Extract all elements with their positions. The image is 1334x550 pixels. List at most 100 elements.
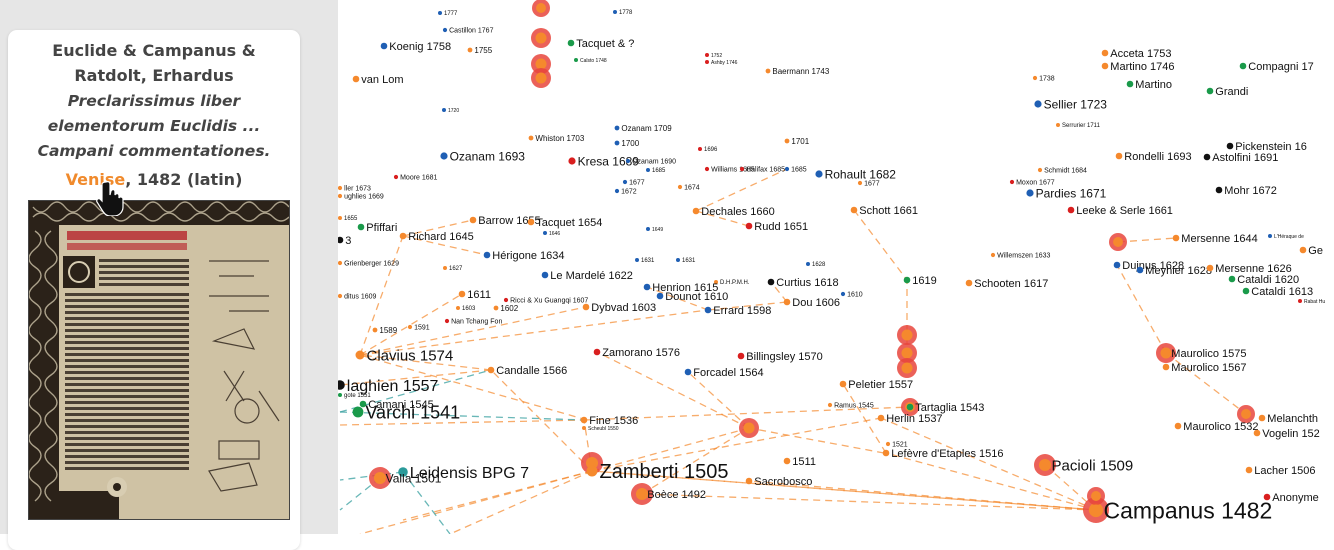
node-dot[interactable] xyxy=(737,352,745,360)
graph-node[interactable]: 1511 xyxy=(783,456,816,468)
genealogy-graph[interactable]: 1777 1778 Castillon 1767 Koenig 1758 1755 Tac… xyxy=(338,0,1334,534)
node-dot[interactable] xyxy=(438,11,442,15)
node-label[interactable]: Le Mardelé 1622 xyxy=(550,270,633,282)
node-label[interactable]: Cataldi 1613 xyxy=(1251,286,1313,298)
graph-node[interactable]: Herlin 1537 xyxy=(877,413,943,425)
node-dot[interactable] xyxy=(705,53,709,57)
node-dot[interactable] xyxy=(338,393,342,397)
graph-node[interactable]: Koenig 1758 xyxy=(380,41,451,53)
graph-node[interactable]: Ozanam 1690 xyxy=(625,159,676,166)
node-dot[interactable] xyxy=(1253,429,1261,437)
node-dot[interactable] xyxy=(338,260,343,266)
node-dot[interactable] xyxy=(965,279,973,287)
node-label[interactable]: 1674 xyxy=(684,185,700,192)
graph-node[interactable]: Nan Tchang Fon xyxy=(444,319,503,326)
node-label[interactable]: Ricci & Xu Guangqi 1607 xyxy=(510,298,588,305)
graph-node[interactable]: 1589 xyxy=(372,326,398,335)
graph-node[interactable]: Pickenstein 16 xyxy=(1226,141,1307,153)
node-label[interactable]: Schmidt 1684 xyxy=(1044,168,1087,175)
node-dot[interactable] xyxy=(398,467,408,477)
node-dot[interactable] xyxy=(839,380,847,388)
node-dot[interactable] xyxy=(885,441,891,447)
graph-node[interactable]: Serrurier 1711 xyxy=(1056,123,1101,129)
node-label[interactable]: 1649 xyxy=(652,227,663,233)
node-dot[interactable] xyxy=(1090,504,1102,516)
graph-node[interactable]: Dounot 1610 xyxy=(656,291,729,303)
graph-node[interactable]: Moxon 1677 xyxy=(1009,180,1055,187)
graph-node[interactable]: Cataldi 1613 xyxy=(1242,286,1313,298)
graph-node[interactable]: Pardies 1671 xyxy=(1026,186,1107,200)
graph-node[interactable]: Willemszen 1633 xyxy=(990,253,1051,260)
node-label[interactable]: 1619 xyxy=(912,275,936,287)
node-dot[interactable] xyxy=(1067,206,1075,214)
node-dot[interactable] xyxy=(527,218,535,226)
node-label[interactable]: Sacrobosco xyxy=(754,476,812,488)
node-dot[interactable] xyxy=(1113,261,1121,269)
node-label[interactable]: 1627 xyxy=(449,266,463,272)
node-label[interactable]: Rondelli 1693 xyxy=(1124,151,1191,163)
graph-node[interactable]: 1677 xyxy=(622,180,645,187)
node-label[interactable]: 1628 xyxy=(812,262,826,268)
graph-node[interactable]: 1591 xyxy=(407,325,430,332)
node-label[interactable]: Pickenstein 16 xyxy=(1235,141,1307,153)
node-label[interactable]: Richard 1645 xyxy=(408,231,473,243)
graph-node[interactable]: Pfiffari xyxy=(357,222,398,234)
graph-node[interactable]: Leeke & Serle 1661 xyxy=(1067,205,1173,217)
node-label[interactable]: Rohault 1682 xyxy=(825,167,897,181)
graph-node[interactable]: ditus 1609 xyxy=(338,294,377,301)
manuscript-page-image[interactable] xyxy=(28,200,290,520)
graph-node[interactable]: Le Mardelé 1622 xyxy=(541,270,633,282)
graph-node[interactable]: Scheubl 1550 xyxy=(582,426,619,432)
node-dot[interactable] xyxy=(1162,349,1170,357)
node-label[interactable]: Dounot 1610 xyxy=(665,291,728,303)
node-dot[interactable] xyxy=(1034,100,1042,108)
node-dot[interactable] xyxy=(705,60,709,64)
node-label[interactable]: Cataldi 1620 xyxy=(1237,274,1299,286)
node-dot[interactable] xyxy=(503,297,509,303)
node-label[interactable]: Lefèvre d'Etaples 1516 xyxy=(891,448,1003,460)
node-label[interactable]: 1677 xyxy=(629,180,645,187)
node-dot[interactable] xyxy=(372,327,378,333)
node-label[interactable]: 1589 xyxy=(379,326,397,335)
node-dot[interactable] xyxy=(815,170,823,178)
node-dot[interactable] xyxy=(783,298,791,306)
graph-node[interactable]: 1685 xyxy=(784,167,807,174)
node-dot[interactable] xyxy=(1203,153,1211,161)
node-dot[interactable] xyxy=(1172,234,1180,242)
node-dot[interactable] xyxy=(568,157,576,165)
node-label[interactable]: Grandi xyxy=(1215,86,1248,98)
node-dot[interactable] xyxy=(352,406,364,418)
graph-node[interactable]: Tartaglia 1543 xyxy=(906,402,985,414)
node-dot[interactable] xyxy=(376,474,384,482)
graph-node[interactable]: 1610 xyxy=(840,292,863,299)
graph-node[interactable]: 1627 xyxy=(443,266,463,272)
node-label[interactable]: 1602 xyxy=(500,304,518,313)
graph-node[interactable]: Whiston 1703 xyxy=(528,134,585,143)
node-label[interactable]: Leeke & Serle 1661 xyxy=(1076,205,1173,217)
graph-node[interactable]: Mersenne 1644 xyxy=(1172,233,1258,245)
node-label[interactable]: 1752 xyxy=(711,53,722,59)
node-label[interactable]: Ozanam 1709 xyxy=(621,124,672,133)
node-dot[interactable] xyxy=(1115,152,1123,160)
node-dot[interactable] xyxy=(543,231,547,235)
graph-node[interactable]: Ashby 1746 xyxy=(705,60,738,66)
node-dot[interactable] xyxy=(399,232,407,240)
node-label[interactable]: 1610 xyxy=(847,292,863,299)
graph-node[interactable]: Ramus 1545 xyxy=(827,403,874,410)
node-label[interactable]: van Lom xyxy=(361,74,403,86)
graph-node[interactable]: Mersenne 1626 xyxy=(1206,263,1292,275)
graph-node[interactable]: Tacquet 1654 xyxy=(527,217,603,229)
node-dot[interactable] xyxy=(1126,80,1134,88)
node-label[interactable]: 1672 xyxy=(621,189,637,196)
node-label[interactable]: Grienberger 1629 xyxy=(344,261,399,268)
node-label[interactable]: 1631 xyxy=(641,258,655,264)
graph-node[interactable]: Forcadel 1564 xyxy=(684,367,764,379)
node-dot[interactable] xyxy=(467,47,473,53)
graph-node[interactable]: Rabat Hu xyxy=(1298,299,1325,305)
node-dot[interactable] xyxy=(1258,414,1266,422)
graph-node[interactable]: Dou 1606 xyxy=(783,297,840,309)
node-dot[interactable] xyxy=(380,42,388,50)
node-dot[interactable] xyxy=(1162,363,1170,371)
node-dot[interactable] xyxy=(1206,264,1214,272)
node-dot[interactable] xyxy=(1242,287,1250,295)
